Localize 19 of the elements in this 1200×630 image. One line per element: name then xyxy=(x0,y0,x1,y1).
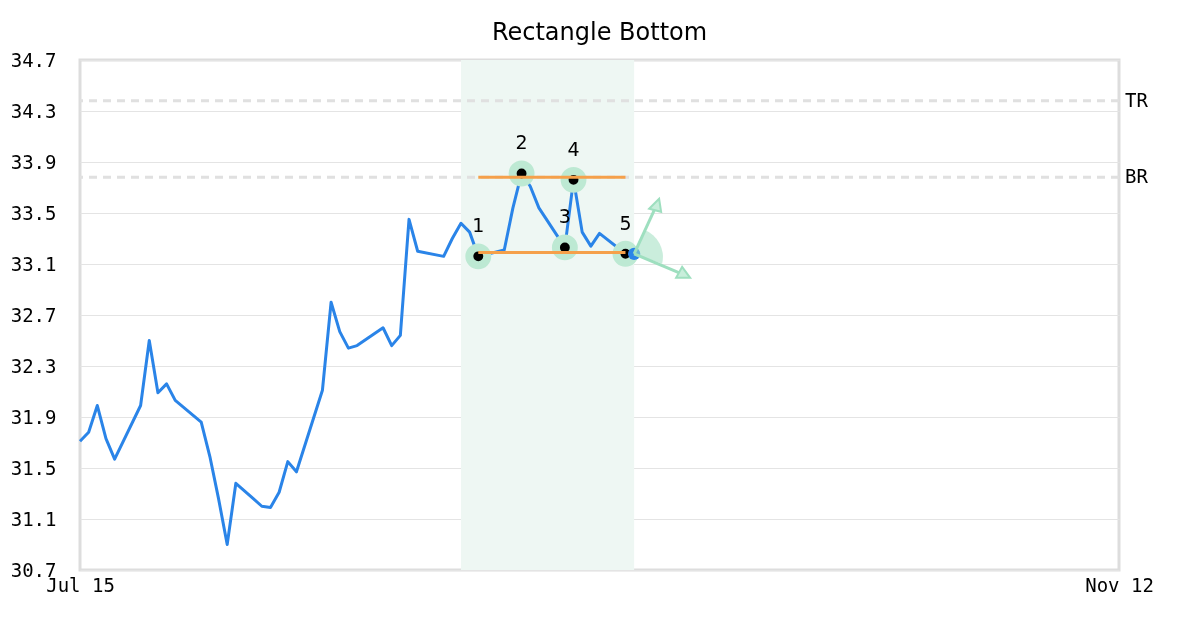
point xyxy=(465,243,492,270)
y-tick-label: 31.1 xyxy=(10,507,57,530)
y-tick-label: 34.7 xyxy=(10,48,57,71)
annotation: 1 xyxy=(472,214,485,237)
ref-line-label: TR xyxy=(1125,88,1149,111)
y-tick-label: 33.1 xyxy=(10,252,57,275)
y-tick-label: 33.5 xyxy=(10,201,57,224)
chart-title: Rectangle Bottom xyxy=(491,18,708,46)
x-tick-label: Nov 12 xyxy=(1085,573,1154,596)
ref-line-label: BR xyxy=(1125,165,1149,188)
y-tick-label: 32.3 xyxy=(10,354,57,377)
y-tick-label: 31.5 xyxy=(10,456,57,479)
y-tick-label: 32.7 xyxy=(10,303,57,326)
annotation: 5 xyxy=(619,211,632,234)
y-tick-label: 33.9 xyxy=(10,150,57,173)
annotation: 2 xyxy=(515,131,528,154)
y-tick-label: 31.9 xyxy=(10,405,57,428)
y-tick-label: 34.3 xyxy=(10,99,57,122)
annotation: 4 xyxy=(567,137,580,160)
